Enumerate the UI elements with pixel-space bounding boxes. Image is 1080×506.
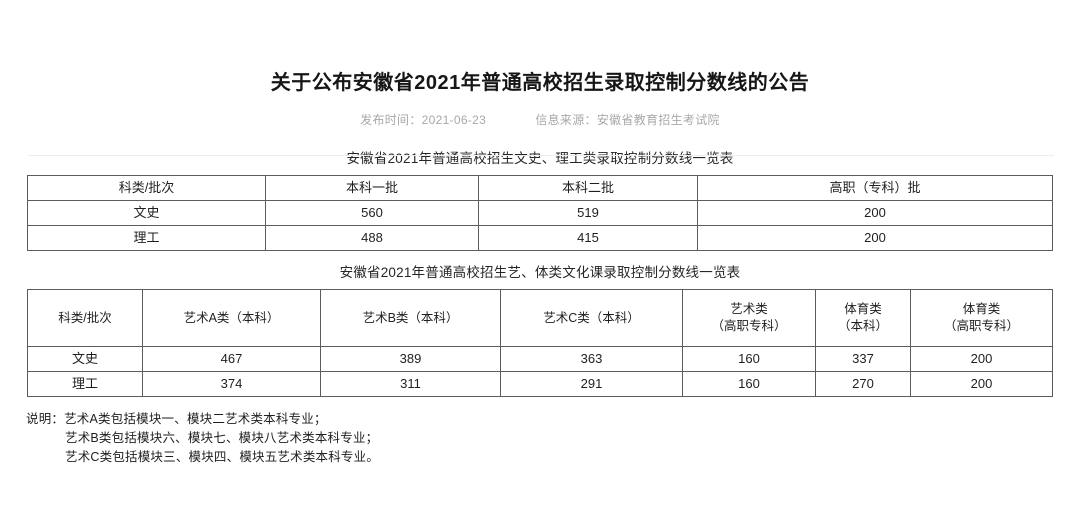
table-2-header-cell-2: 艺术B类（本科） — [320, 289, 501, 347]
table-row-header: 科类/批次 艺术A类（本科） 艺术B类（本科） 艺术C类（本科） 艺术类 （高职… — [27, 289, 1053, 347]
table-2-row-0-value-2: 363 — [500, 346, 683, 372]
table-1-row-1-value-1: 415 — [478, 225, 698, 251]
table-2-header-cell-5-line2: （本科） — [837, 319, 888, 333]
table-1-header-cell-1: 本科一批 — [265, 175, 479, 201]
table-1-header-cell-3: 高职（专科）批 — [697, 175, 1053, 201]
table-1-caption: 安徽省2021年普通高校招生文史、理工类录取控制分数线一览表 — [346, 151, 734, 166]
table-1-row-1-category: 理工 — [27, 225, 266, 251]
table-2-header-cell-1-line1: 艺术A类（本科） — [183, 310, 280, 325]
note-line-2: 艺术B类包括模块六、模块七、模块八艺术类本科专业； — [65, 431, 379, 445]
notes-block: 说明：艺术A类包括模块一、模块二艺术类本科专业； 艺术B类包括模块六、模块七、模… — [0, 410, 1080, 467]
publish-time: 发布时间：2021-06-23 — [360, 113, 487, 127]
table-2-row-0-value-1: 389 — [320, 346, 501, 372]
score-table-art-sports: 科类/批次 艺术A类（本科） 艺术B类（本科） 艺术C类（本科） 艺术类 （高职… — [27, 289, 1053, 397]
note-line-3: 艺术C类包括模块三、模块四、模块五艺术类本科专业。 — [65, 450, 380, 464]
table-2-row-1-value-4: 270 — [815, 371, 911, 397]
information-source: 信息来源：安徽省教育招生考试院 — [535, 113, 720, 127]
table-1-row-0-category: 文史 — [27, 200, 266, 226]
table-2-header-cell-2-line1: 艺术B类（本科） — [362, 310, 459, 325]
page-title: 关于公布安徽省2021年普通高校招生录取控制分数线的公告 — [270, 72, 810, 94]
table-2-header-cell-3-line1: 艺术C类（本科） — [543, 310, 640, 325]
table-2-header-cell-0: 科类/批次 — [27, 289, 143, 347]
table-2-header-cell-4: 艺术类 （高职专科） — [682, 289, 816, 347]
table-2-row-0-value-5: 200 — [910, 346, 1053, 372]
table-2-row-0-value-0: 467 — [142, 346, 321, 372]
table-1-row-1-value-2: 200 — [697, 225, 1053, 251]
table-2-row-0-value-4: 337 — [815, 346, 911, 372]
header-divider — [28, 155, 1054, 156]
table-2-row-0-value-3: 160 — [682, 346, 816, 372]
table-2-row-0-category: 文史 — [27, 346, 143, 372]
table-2-header-cell-3: 艺术C类（本科） — [500, 289, 683, 347]
table-1-header-cell-0: 科类/批次 — [27, 175, 266, 201]
table-row: 文史 560 519 200 — [27, 200, 1053, 226]
table-2-row-1-value-3: 160 — [682, 371, 816, 397]
table-2-row-1-value-2: 291 — [500, 371, 683, 397]
table-2-header-cell-4-line1: 艺术类 — [730, 302, 768, 316]
table-row-header: 科类/批次 本科一批 本科二批 高职（专科）批 — [27, 175, 1053, 201]
table-row: 文史 467 389 363 160 337 200 — [27, 346, 1053, 372]
table-2-header-cell-5-line1: 体育类 — [844, 302, 882, 316]
table-2-header-cell-6-line1: 体育类 — [962, 302, 1001, 316]
document-meta: 发布时间：2021-06-23 信息来源：安徽省教育招生考试院 — [0, 112, 1080, 128]
note-line-1: 说明：艺术A类包括模块一、模块二艺术类本科专业； — [26, 412, 327, 426]
table-row: 理工 374 311 291 160 270 200 — [27, 371, 1053, 397]
table-2-header-cell-6-line2: （高职专科） — [943, 319, 1019, 333]
table-2-header-cell-6: 体育类 （高职专科） — [910, 289, 1053, 347]
table-2-header-cell-1: 艺术A类（本科） — [142, 289, 321, 347]
table-2-caption: 安徽省2021年普通高校招生艺、体类文化课录取控制分数线一览表 — [339, 265, 741, 280]
score-table-liberal-science: 科类/批次 本科一批 本科二批 高职（专科）批 文史 560 519 200 理… — [27, 175, 1053, 251]
table-2-header-cell-0-line1: 科类/批次 — [58, 310, 112, 325]
table-row: 理工 488 415 200 — [27, 225, 1053, 251]
table-2-row-1-value-5: 200 — [910, 371, 1053, 397]
table-1-row-0-value-1: 519 — [478, 200, 698, 226]
table-1-row-1-value-0: 488 — [265, 225, 479, 251]
table-2-row-1-category: 理工 — [27, 371, 143, 397]
table-2-header-cell-5: 体育类 （本科） — [815, 289, 911, 347]
table-2-row-1-value-0: 374 — [142, 371, 321, 397]
table-2-row-1-value-1: 311 — [320, 371, 501, 397]
table-1-row-0-value-0: 560 — [265, 200, 479, 226]
table-1-header-cell-2: 本科二批 — [478, 175, 698, 201]
table-1-row-0-value-2: 200 — [697, 200, 1053, 226]
table-2-header-cell-4-line2: （高职专科） — [711, 319, 787, 333]
